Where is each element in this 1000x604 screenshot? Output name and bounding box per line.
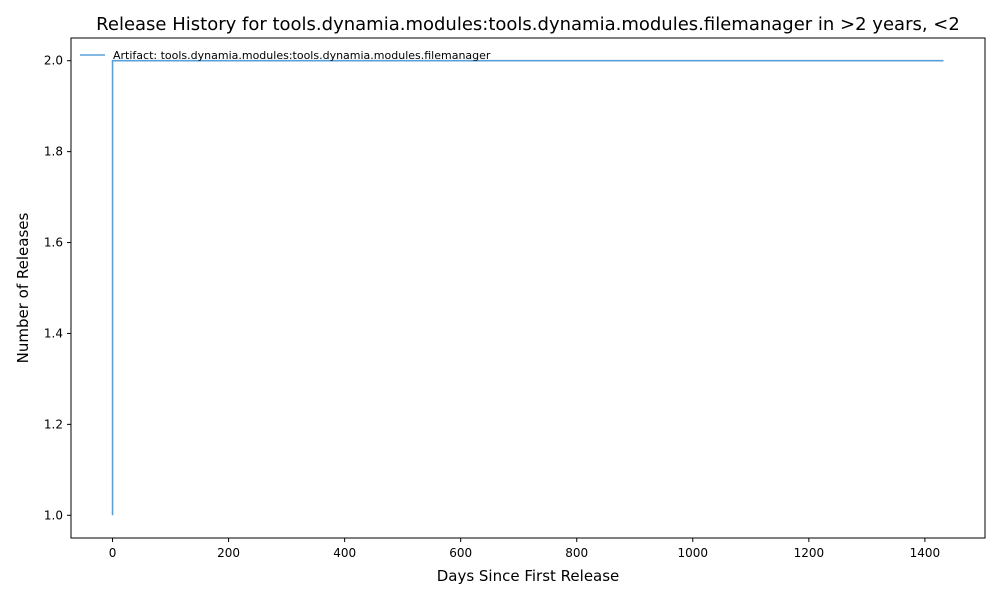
x-axis-title: Days Since First Release [437,567,620,585]
y-tick-label: 1.4 [44,326,63,340]
legend: Artifact: tools.dynamia.modules:tools.dy… [80,49,491,62]
y-tick-label: 1.6 [44,236,63,250]
x-tick-label: 0 [109,546,117,560]
y-tick-label: 2.0 [44,54,63,68]
x-axis: 0 200 400 600 800 1000 1200 1400 [109,538,940,560]
legend-label: Artifact: tools.dynamia.modules:tools.dy… [113,49,491,62]
y-axis-title: Number of Releases [14,212,32,363]
x-tick-label: 200 [217,546,240,560]
plot-marks [111,59,944,516]
y-tick-label: 1.2 [44,417,63,431]
x-tick-label: 400 [333,546,356,560]
x-tick-label: 1000 [678,546,709,560]
y-tick-label: 1.0 [44,508,63,522]
y-tick-label: 1.8 [44,145,63,159]
x-tick-label: 600 [449,546,472,560]
chart-title: Release History for tools.dynamia.module… [96,14,960,35]
x-tick-label: 1200 [794,546,825,560]
x-tick-label: 800 [565,546,588,560]
y-axis: 1.0 1.2 1.4 1.6 1.8 2.0 [44,54,71,522]
x-tick-label: 1400 [910,546,941,560]
plot-frame [70,37,986,539]
series-line [111,59,944,516]
